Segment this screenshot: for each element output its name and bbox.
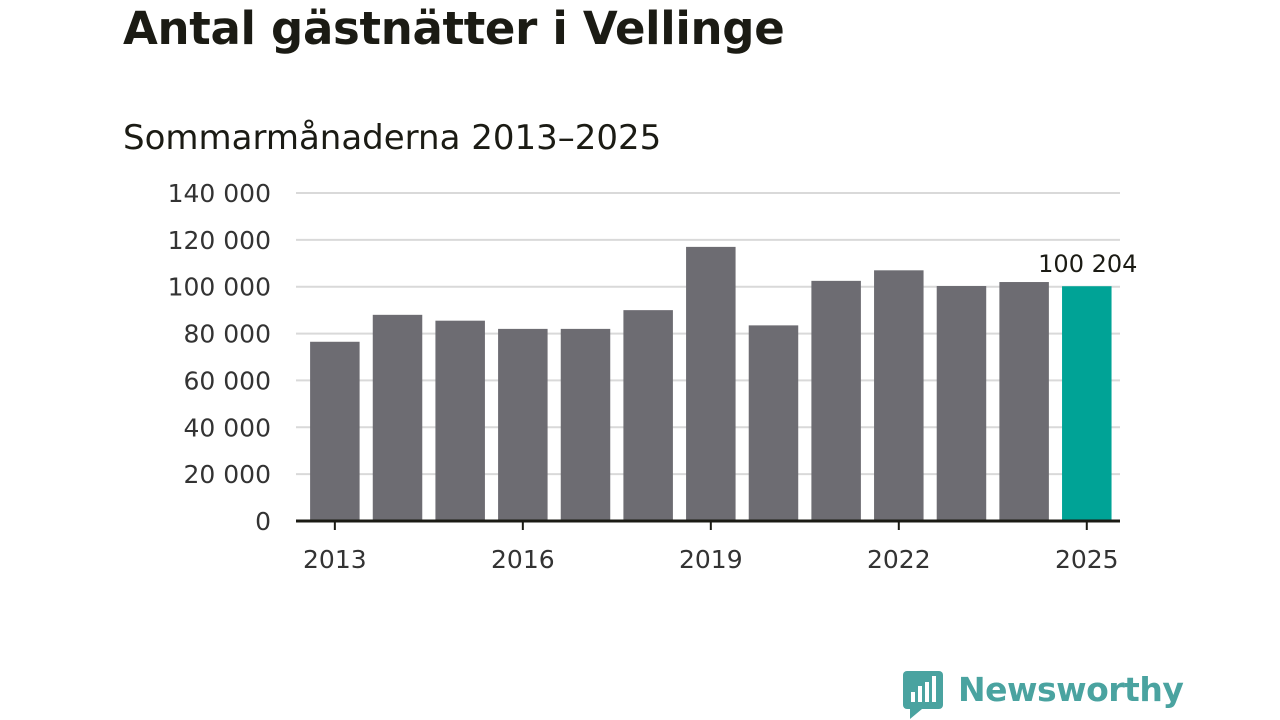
newsworthy-chart-bubble-icon — [903, 671, 943, 719]
y-tick-label: 40 000 — [184, 413, 271, 442]
chart-subtitle: Sommarmånaderna 2013–2025 — [123, 118, 662, 158]
bar-2013 — [310, 341, 360, 521]
y-tick-label: 20 000 — [184, 460, 271, 489]
bar-2022 — [874, 270, 924, 521]
bar-2020 — [748, 325, 799, 521]
data-label-2025: 100 204 — [1038, 250, 1137, 278]
bar-2015 — [435, 320, 485, 521]
x-axis-ticks: 2013 2016 2019 2022 2025 — [303, 521, 1119, 574]
x-tick-label: 2019 — [679, 545, 743, 574]
x-tick-label: 2013 — [303, 545, 367, 574]
bar-2024 — [999, 282, 1049, 521]
bar-2014 — [372, 314, 423, 521]
y-tick-label: 140 000 — [168, 179, 271, 208]
data-labels: 100 204 — [1038, 250, 1137, 278]
x-tick-label: 2022 — [867, 545, 931, 574]
bar-2025 — [1062, 286, 1112, 521]
logo-text: Newsworthy — [958, 670, 1184, 709]
y-tick-label: 80 000 — [184, 320, 271, 349]
y-axis-ticks: 0 20 000 40 000 60 000 80 000 100 000 120 000 1… — [168, 179, 271, 536]
bar-2021 — [811, 280, 861, 521]
chart-title: Antal gästnätter i Vellinge — [123, 2, 785, 55]
bar-2019 — [686, 246, 736, 521]
x-tick-label: 2025 — [1055, 545, 1119, 574]
y-tick-label: 120 000 — [168, 226, 271, 255]
bar-2016 — [498, 328, 548, 521]
bar-2023 — [936, 286, 987, 521]
x-tick-label: 2016 — [491, 545, 555, 574]
newsworthy-logo: Newsworthy — [902, 670, 1184, 720]
y-tick-label: 60 000 — [184, 366, 271, 395]
bar-2017 — [560, 328, 611, 521]
y-tick-label: 0 — [255, 507, 271, 536]
y-tick-label: 100 000 — [168, 273, 271, 302]
bars — [310, 246, 1112, 521]
bar-2018 — [623, 310, 673, 521]
